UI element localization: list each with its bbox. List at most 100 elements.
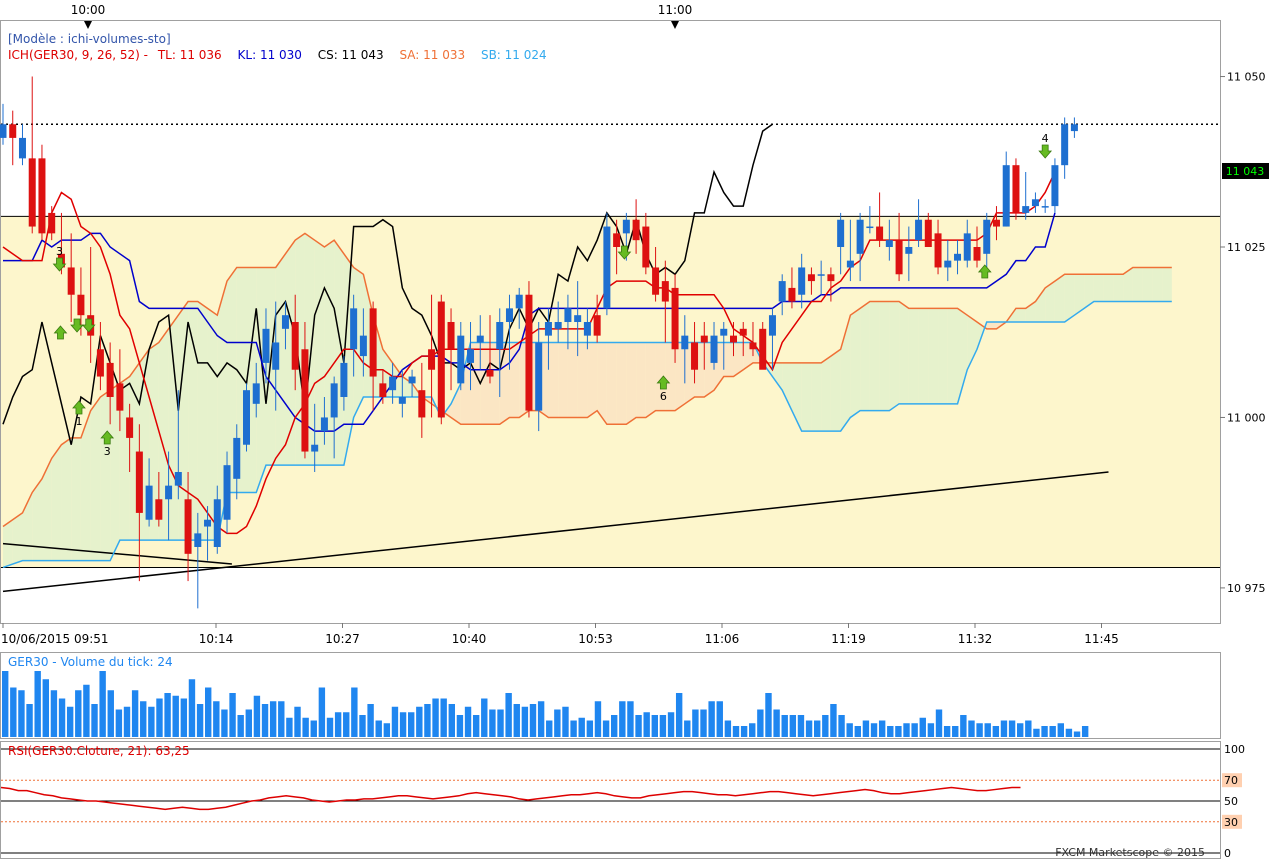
candle-body — [18, 137, 26, 159]
time-marker-2 — [671, 21, 679, 29]
candle-body — [603, 226, 611, 309]
volume-bar — [1000, 720, 1008, 737]
candle-body — [428, 349, 436, 370]
x-tick-label-6: 11:06 — [705, 632, 740, 646]
volume-bar — [830, 704, 837, 737]
candle-body — [593, 315, 601, 336]
volume-bar — [302, 717, 309, 737]
candle-body — [759, 328, 767, 370]
candle-body — [691, 342, 699, 370]
marker-label: 1 — [75, 415, 82, 428]
cloud-segment — [1103, 274, 1114, 302]
candle-body — [730, 335, 737, 343]
cloud-segment — [1064, 274, 1075, 322]
legend-ich-name: ICH(GER30, 9, 26, 52) - — [8, 48, 148, 62]
top-time-label-2: 11:00 — [658, 3, 693, 17]
volume-bar — [58, 698, 66, 737]
volume-bar — [164, 693, 171, 737]
candle-body — [992, 219, 1000, 227]
candle-body — [739, 328, 747, 336]
volume-bar — [789, 715, 797, 737]
volume-bar — [253, 695, 261, 737]
trendline-1 — [2, 471, 1109, 593]
volume-bar — [984, 723, 991, 737]
volume-bar — [391, 706, 399, 737]
time-marker-1 — [84, 21, 92, 29]
candle-body — [1002, 165, 1010, 227]
volume-bar — [765, 693, 772, 737]
cloud-segment — [986, 322, 997, 329]
legend-cs: CS: 11 043 — [318, 48, 384, 62]
volume-bar — [472, 715, 480, 737]
volume-bar — [643, 712, 650, 737]
volume-bar — [1049, 726, 1056, 737]
candle-body — [983, 219, 991, 254]
cloud-segment — [645, 342, 656, 418]
buy-arrow-icon — [72, 400, 86, 415]
volume-bar — [1065, 728, 1073, 737]
volume-bar — [432, 698, 439, 737]
volume-bar — [1057, 723, 1064, 737]
volume-bar — [505, 693, 512, 737]
volume-bar — [245, 709, 252, 737]
candle-body — [613, 233, 621, 247]
volume-bar — [318, 687, 326, 737]
volume-bar — [489, 709, 496, 737]
volume-bar — [952, 726, 959, 737]
volume-bar — [2, 671, 9, 737]
volume-bar — [107, 690, 114, 737]
top-time-label-1: 10:00 — [71, 3, 106, 17]
volume-bar — [992, 726, 1000, 737]
candle-body — [447, 322, 455, 350]
volume-bar — [180, 698, 188, 737]
cloud-segment — [402, 376, 413, 397]
volume-bar — [870, 723, 878, 737]
candle-body — [1031, 199, 1039, 207]
volume-bar — [537, 701, 545, 737]
candle-body — [243, 390, 250, 445]
cloud-segment — [548, 342, 559, 418]
volume-bar — [740, 726, 748, 737]
volume-bar — [34, 671, 41, 737]
candle-body — [155, 499, 163, 520]
cloud-segment — [343, 253, 354, 466]
volume-bar — [229, 693, 236, 737]
candle-body — [788, 287, 796, 302]
volume-bar — [196, 704, 204, 737]
candle-body — [661, 281, 669, 302]
candle-body — [467, 349, 475, 363]
volume-bar — [99, 671, 106, 737]
volume-bar — [911, 723, 918, 737]
candle-body — [77, 294, 85, 316]
candle-body — [652, 267, 660, 295]
candle-body — [359, 335, 367, 357]
cloud-segment — [490, 342, 500, 425]
candle-body — [291, 322, 299, 370]
cloud-segment — [197, 301, 208, 541]
candle-body — [418, 390, 426, 418]
candle-body — [856, 219, 864, 254]
rsi-tick-label-1: 100 — [1224, 743, 1245, 756]
cloud-segment — [597, 342, 607, 425]
cloud-segment — [509, 342, 520, 418]
volume-bar — [1025, 720, 1032, 737]
volume-bar — [91, 704, 98, 737]
buy-arrow-icon — [656, 375, 671, 390]
cloud-segment — [938, 308, 948, 404]
volume-bar — [115, 709, 123, 737]
volume-bar — [26, 704, 33, 737]
y-tick-label-4: 10 975 — [1227, 582, 1266, 595]
candle-body — [9, 124, 17, 138]
volume-bar — [367, 704, 374, 737]
cloud-segment — [1045, 281, 1055, 322]
cloud-segment — [1084, 274, 1094, 309]
candle-body — [895, 240, 903, 275]
volume-title: GER30 - Volume du tick: 24 — [8, 655, 173, 669]
candle-body — [389, 376, 397, 391]
cloud-segment — [899, 301, 909, 404]
footer-copyright: FXCM Marketscope © 2015 — [1055, 846, 1205, 859]
candle-body — [973, 247, 981, 261]
candle-body — [96, 349, 104, 377]
x-tick-label-1: 10/06/2015 09:51 — [1, 632, 109, 646]
cloud-segment — [1113, 274, 1124, 302]
